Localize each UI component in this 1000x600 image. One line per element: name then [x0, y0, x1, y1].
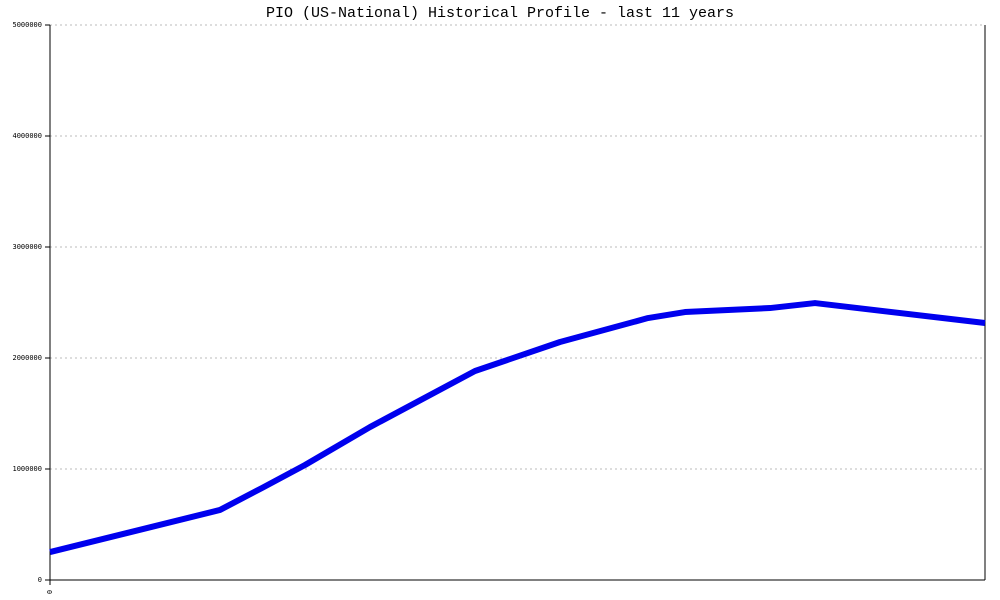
y-tick-label: 5000000 [12, 21, 42, 29]
y-tick-label: 2000000 [12, 354, 42, 362]
y-tick-label: 4000000 [12, 132, 42, 140]
y-tick-label: 0 [38, 576, 42, 584]
chart-title: PIO (US-National) Historical Profile - l… [266, 5, 734, 22]
x-tick-label: 0 [46, 590, 54, 594]
y-tick-label: 3000000 [12, 243, 42, 251]
data-line [49, 300, 986, 555]
y-tick-label: 1000000 [12, 465, 42, 473]
